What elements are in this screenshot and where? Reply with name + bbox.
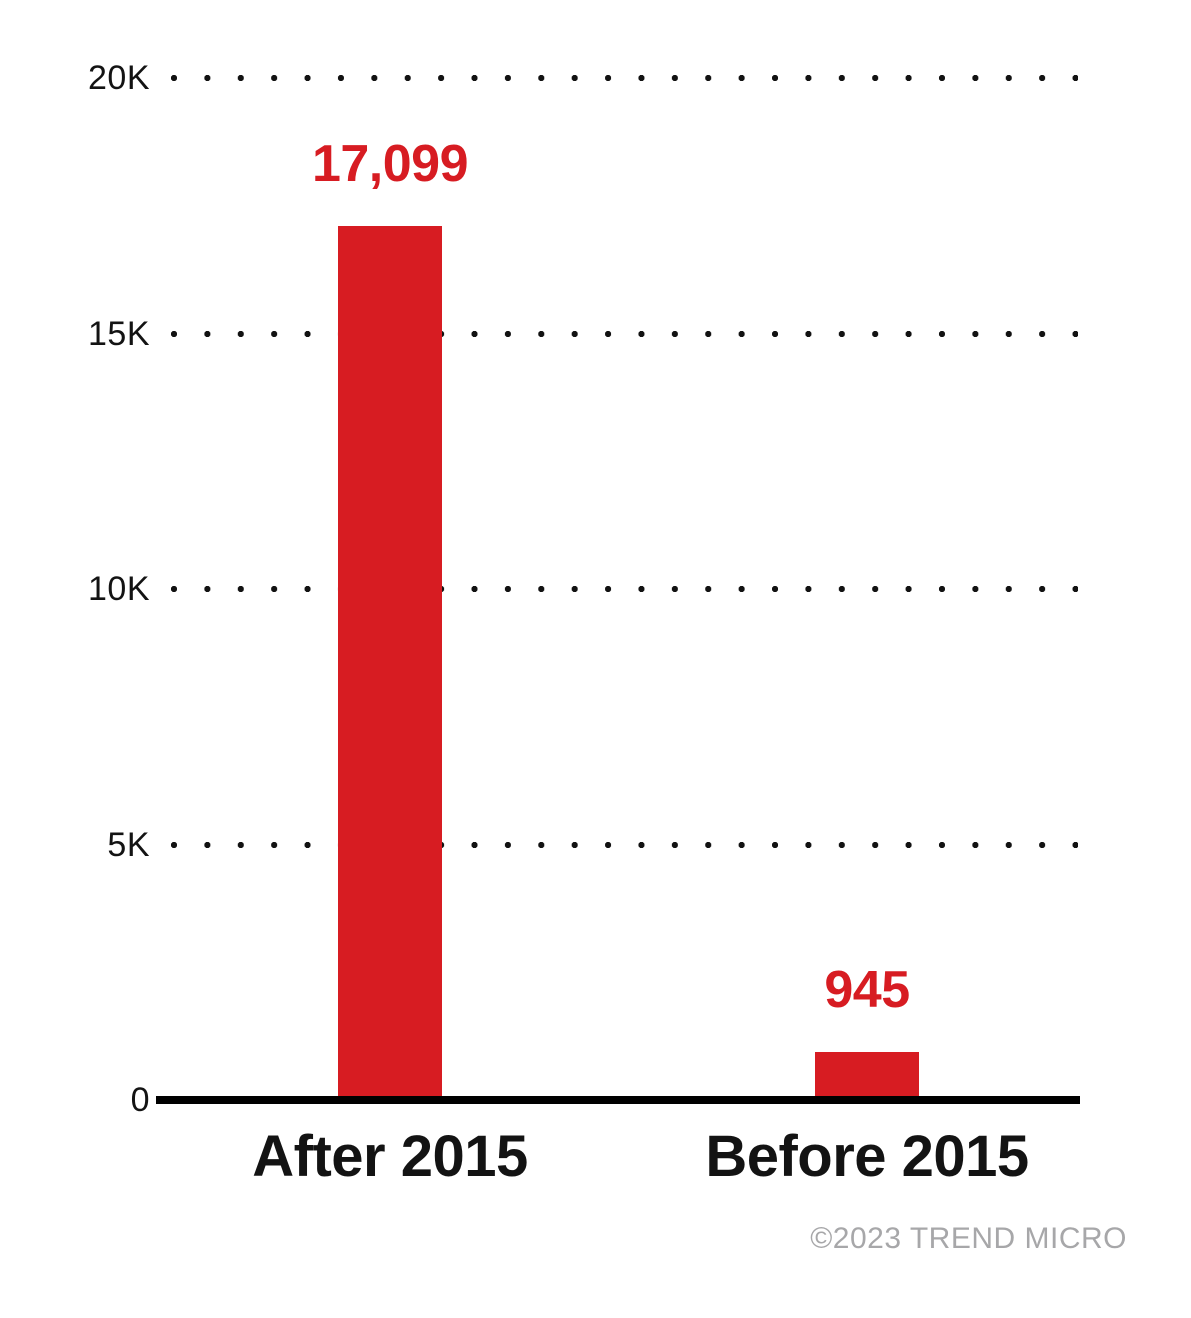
y-axis-tick-10k: 10K: [88, 570, 150, 608]
gridline-10k: [170, 585, 1078, 593]
gridline-20k: [170, 74, 1078, 82]
y-axis-tick-5k: 5K: [107, 825, 150, 864]
gridline-5k: [170, 840, 1078, 849]
value-label-before-2015: 945: [824, 960, 910, 1019]
x-axis-line: [156, 1096, 1080, 1104]
value-label-after-2015: 17,099: [311, 135, 469, 194]
x-axis-label-before-2015: Before 2015: [705, 1124, 1029, 1189]
y-axis-tick-15k: 15K: [88, 314, 150, 353]
copyright-text: ©2023 TREND MICRO: [810, 1222, 1127, 1255]
gridline-15k: [170, 329, 1078, 338]
y-axis-tick-20k: 20K: [88, 59, 150, 97]
bar-before-2015: [815, 1051, 919, 1102]
y-axis-tick-0: 0: [130, 1081, 150, 1119]
bar-after-2015: [338, 226, 442, 1102]
x-axis-label-after-2015: After 2015: [252, 1124, 528, 1189]
